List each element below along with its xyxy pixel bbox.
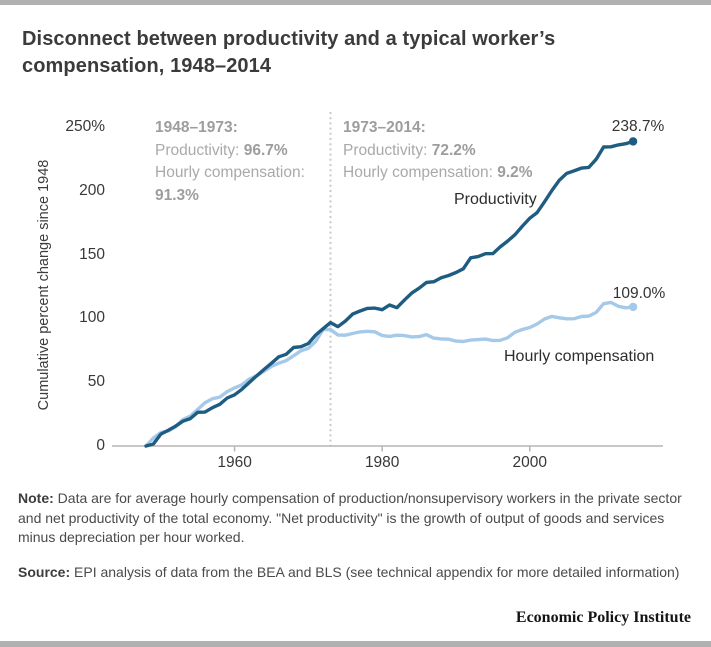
annotation-value: 72.2% bbox=[431, 141, 476, 159]
y-axis-tick-label: 200 bbox=[79, 181, 105, 199]
x-axis-tick-label: 2000 bbox=[512, 454, 548, 471]
y-axis-tick-label: 250% bbox=[65, 118, 105, 135]
annotation-1973-2014: 1973–2014: Productivity: 72.2% Hourly co… bbox=[343, 117, 533, 185]
top-accent-bar bbox=[0, 0, 711, 5]
source-body: EPI analysis of data from the BEA and BL… bbox=[70, 564, 680, 580]
annotation-1948-1973: 1948–1973: Productivity: 96.7% Hourly co… bbox=[155, 117, 305, 207]
title-line-2: compensation, 1948–2014 bbox=[22, 55, 272, 77]
title-line-1: Disconnect between productivity and a ty… bbox=[22, 28, 556, 50]
annotation-label: Hourly compensation: bbox=[155, 164, 305, 181]
annotation-row: 91.3% bbox=[155, 185, 305, 208]
productivity-endpoint-dot bbox=[628, 137, 638, 146]
y-axis-tick-label: 150 bbox=[79, 245, 105, 263]
annotation-row: Hourly compensation: bbox=[155, 162, 305, 185]
annotation-row: Hourly compensation: 9.2% bbox=[343, 162, 533, 185]
productivity-line bbox=[144, 139, 635, 448]
x-axis-tick-label: 1960 bbox=[217, 454, 252, 471]
bottom-accent-bar bbox=[0, 641, 711, 647]
annotation-row: Productivity: 96.7% bbox=[155, 140, 305, 163]
compensation-end-value: 109.0% bbox=[612, 285, 666, 302]
productivity-series-label: Productivity bbox=[454, 191, 537, 208]
x-axis-tick-marks bbox=[233, 446, 531, 452]
annotation-label: Productivity: bbox=[155, 141, 244, 159]
page-title: Disconnect between productivity and a ty… bbox=[22, 26, 555, 80]
annotation-heading: 1973–2014: bbox=[343, 119, 426, 136]
annotation-value: 91.3% bbox=[155, 186, 199, 204]
compensation-endpoint-dot bbox=[628, 302, 638, 312]
annotation-heading: 1948–1973: bbox=[155, 119, 238, 136]
source-label: Source: bbox=[18, 564, 71, 580]
source-text: Source: EPI analysis of data from the BE… bbox=[18, 563, 696, 583]
annotation-label: Productivity: bbox=[343, 141, 432, 159]
annotation-label: Hourly compensation: bbox=[343, 164, 498, 181]
note-label: Note: bbox=[18, 490, 54, 506]
y-axis-tick-label: 50 bbox=[87, 373, 105, 391]
productivity-end-value: 238.7% bbox=[611, 118, 665, 135]
epi-logo-text: Economic Policy Institute bbox=[515, 609, 691, 626]
y-axis-tick-label: 100 bbox=[79, 309, 105, 327]
annotation-row: Productivity: 72.2% bbox=[343, 140, 533, 163]
note-text: Note: Data are for average hourly compen… bbox=[18, 489, 696, 548]
y-axis-title: Cumulative percent change since 1948 bbox=[36, 159, 52, 411]
compensation-series-label: Hourly compensation bbox=[504, 348, 655, 365]
y-axis-tick-label: 0 bbox=[96, 437, 105, 454]
compensation-line bbox=[144, 300, 635, 448]
note-body: Data are for average hourly compensation… bbox=[18, 490, 682, 545]
annotation-value: 96.7% bbox=[243, 141, 288, 159]
annotation-value: 9.2% bbox=[497, 164, 533, 181]
x-axis-tick-label: 1980 bbox=[364, 454, 400, 471]
